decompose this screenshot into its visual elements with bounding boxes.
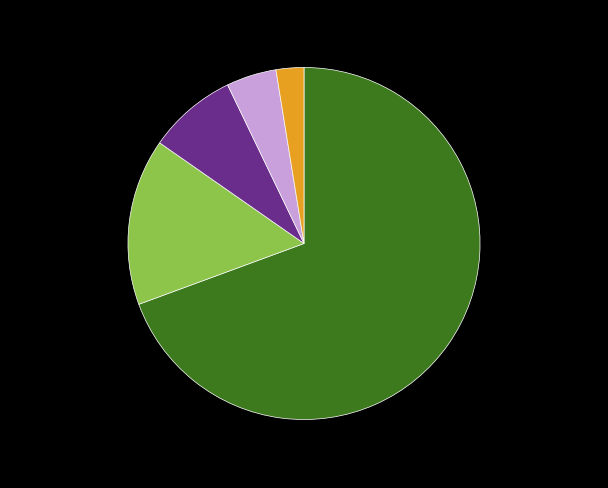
Wedge shape xyxy=(160,86,304,244)
Wedge shape xyxy=(276,68,304,244)
Wedge shape xyxy=(128,143,304,305)
Wedge shape xyxy=(227,71,304,244)
Wedge shape xyxy=(139,68,480,420)
